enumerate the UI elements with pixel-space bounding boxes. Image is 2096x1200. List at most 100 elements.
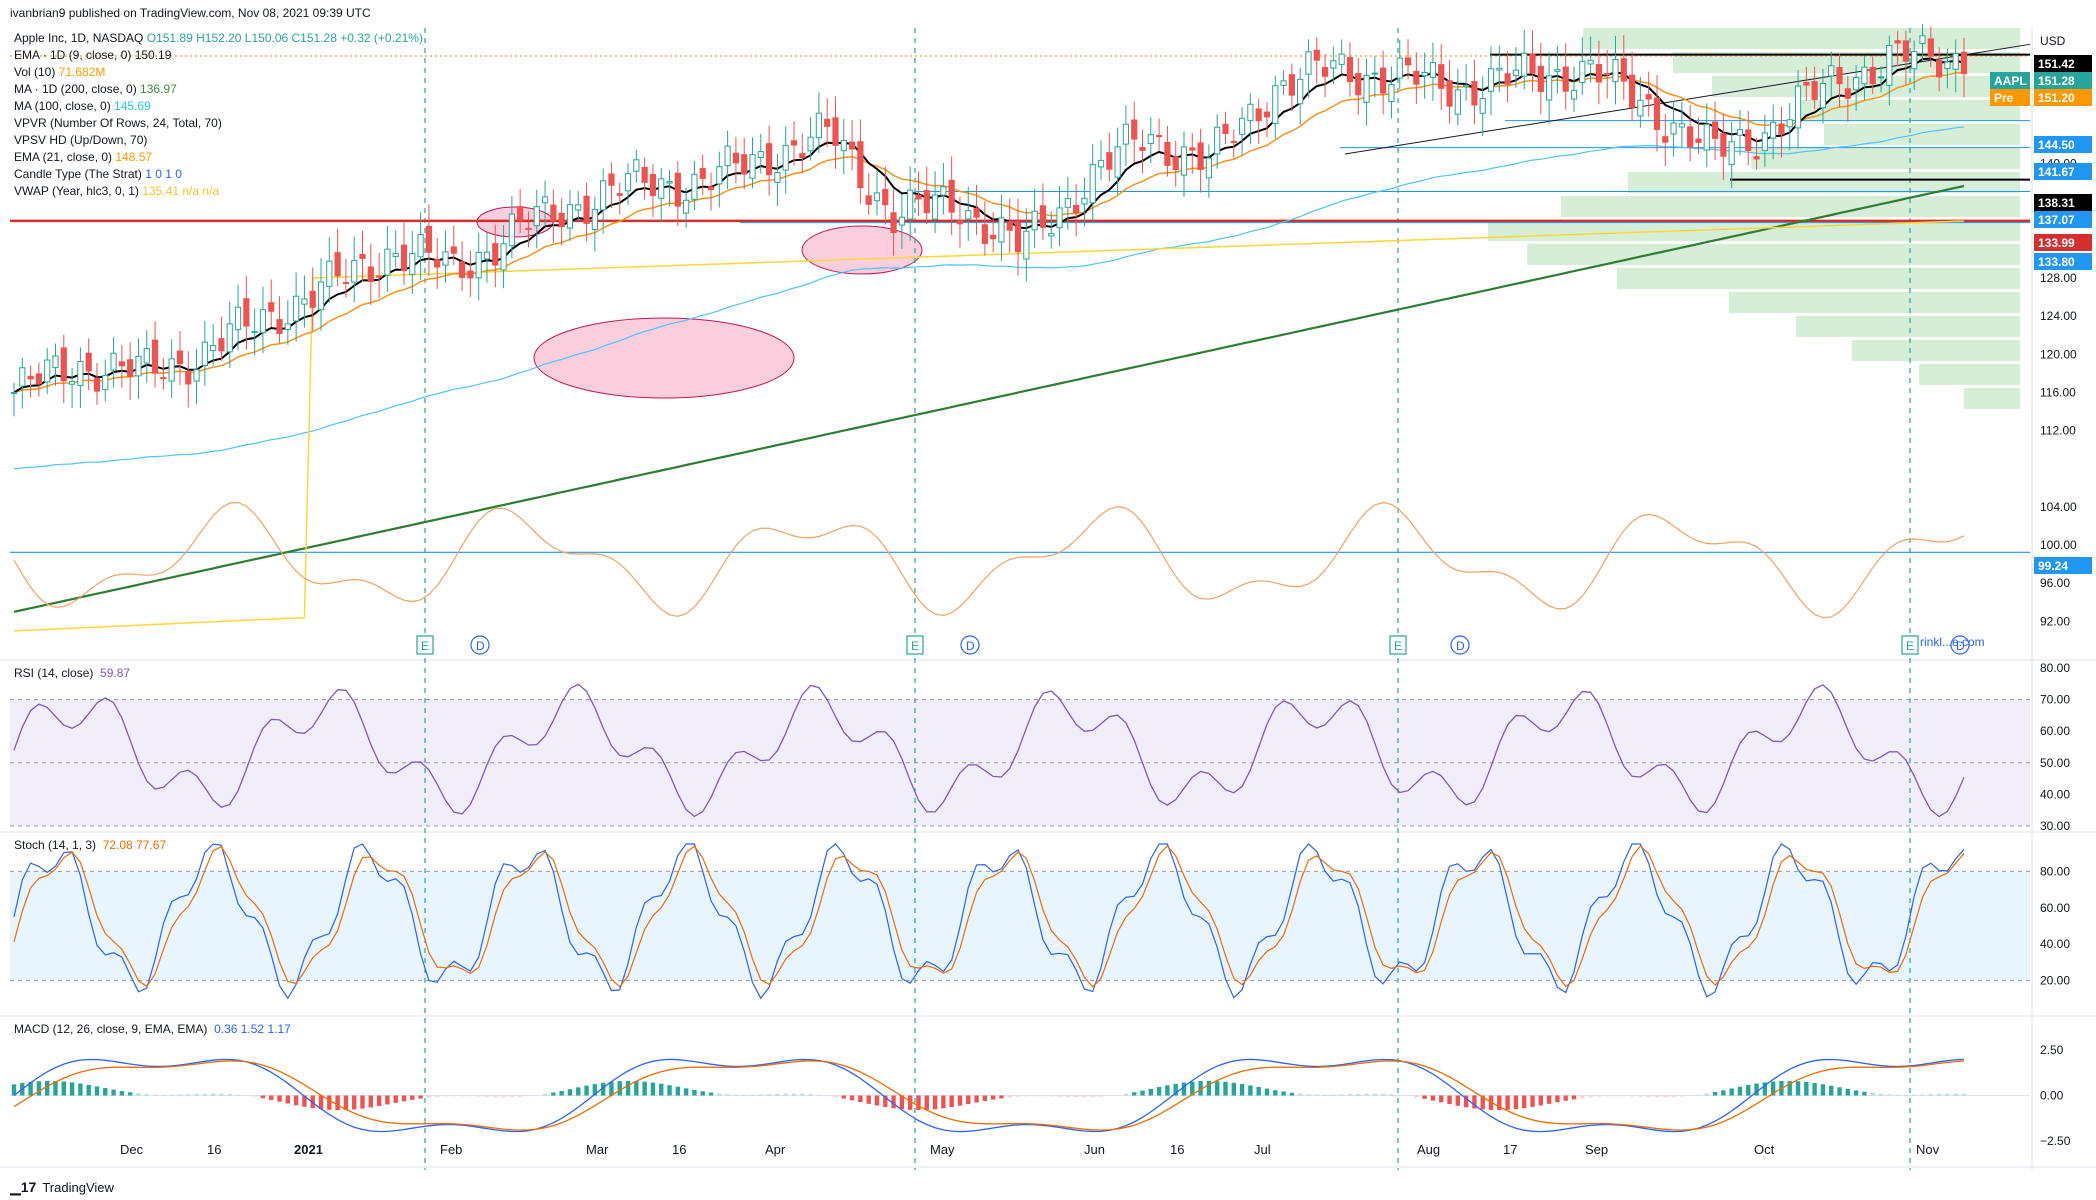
price-tag	[2034, 89, 2092, 106]
macd-histogram-bar	[708, 1092, 714, 1096]
macd-histogram-bar	[476, 1095, 481, 1097]
tradingview-brand[interactable]: ▁17 TradingView	[10, 1179, 114, 1195]
macd-legend: MACD (12, 26, close, 9, EMA, EMA) 0.36 1…	[14, 1022, 291, 1036]
price-tag-label: AAPL	[1994, 74, 2027, 88]
macd-histogram-bar	[1331, 1094, 1336, 1096]
macd-histogram-bar	[683, 1088, 689, 1096]
macd-histogram-bar	[1414, 1095, 1419, 1098]
price-tag-label: 151.20	[2038, 91, 2075, 105]
price-tag-label: 151.42	[2038, 57, 2075, 71]
macd-histogram-bar	[285, 1095, 291, 1104]
candle	[1139, 147, 1146, 151]
candle	[1164, 141, 1171, 166]
candle	[143, 348, 150, 364]
candle	[508, 213, 515, 247]
candle	[1214, 126, 1221, 155]
candle	[10, 391, 18, 394]
macd-histogram-bar	[1380, 1093, 1386, 1096]
candle	[1587, 59, 1594, 65]
macd-histogram-bar	[169, 1094, 174, 1096]
macd-histogram-bar	[1936, 1093, 1942, 1096]
macd-histogram-bar	[841, 1095, 846, 1099]
volume-profile-row	[1628, 172, 2020, 193]
macd-histogram-bar	[783, 1093, 788, 1096]
stoch-legend: Stoch (14, 1, 3) 72.08 77.67	[14, 838, 167, 852]
earnings-marker-label: E	[421, 639, 429, 653]
macd-histogram-bar	[1156, 1087, 1162, 1096]
macd-histogram-bar	[883, 1095, 888, 1108]
time-tick: Feb	[440, 1142, 462, 1157]
macd-histogram-bar	[1132, 1092, 1137, 1096]
macd-histogram-bar	[493, 1095, 498, 1098]
candle	[890, 212, 897, 234]
dividend-marker	[470, 635, 490, 655]
candle	[317, 281, 325, 311]
macd-histogram-bar	[659, 1083, 664, 1096]
candle	[1645, 94, 1652, 100]
price-tag	[2034, 253, 2092, 270]
candle	[1919, 35, 1926, 44]
candle	[1811, 81, 1818, 101]
candle	[475, 252, 482, 279]
candle	[608, 173, 615, 186]
candle	[832, 117, 839, 146]
macd-histogram-bar	[1845, 1088, 1851, 1096]
macd-histogram-bar	[418, 1095, 423, 1099]
macd-histogram-bar	[1961, 1093, 1967, 1096]
macd-histogram-bar	[584, 1085, 589, 1096]
candles	[10, 24, 1968, 417]
macd-histogram-bar	[318, 1095, 324, 1110]
candle	[1546, 75, 1553, 101]
candle	[85, 352, 92, 372]
macd-histogram-bar	[352, 1095, 357, 1110]
macd-histogram-bar	[1613, 1095, 1618, 1097]
macd-histogram-bar	[1190, 1081, 1195, 1096]
candle	[541, 196, 549, 204]
candle	[583, 195, 590, 224]
macd-histogram-bar	[1123, 1093, 1129, 1096]
macd-histogram-bar	[202, 1093, 208, 1096]
candle	[218, 338, 225, 352]
candle	[1189, 147, 1196, 151]
rsi-tick: 60.00	[2040, 724, 2070, 738]
macd-histogram-bar	[1098, 1095, 1104, 1097]
candle	[268, 302, 275, 312]
candle	[1288, 74, 1295, 96]
candle	[1089, 163, 1096, 204]
volume-profile-row	[1527, 244, 2020, 265]
macd-histogram-bar	[1513, 1095, 1519, 1110]
macd-histogram-bar	[111, 1089, 116, 1096]
time-tick: Dec	[120, 1142, 144, 1157]
macd-histogram-bar	[1928, 1094, 1934, 1096]
candle	[1238, 117, 1246, 135]
macd-histogram-bar	[1746, 1085, 1751, 1096]
earnings-marker-label: E	[1906, 639, 1914, 653]
macd-histogram-bar	[1339, 1094, 1344, 1096]
macd-histogram-bar	[1596, 1095, 1602, 1097]
earnings-marker	[1389, 635, 1407, 655]
legend-label: Candle Type (The Strat)	[14, 167, 146, 181]
candle	[276, 319, 283, 334]
ema21-line	[13, 72, 1964, 394]
candle	[600, 180, 607, 211]
candle	[1761, 132, 1768, 151]
macd-tick: 2.50	[2040, 1043, 2064, 1057]
ema9-line	[13, 57, 1965, 394]
candle	[160, 377, 167, 380]
macd-histogram-bar	[293, 1095, 299, 1106]
candle	[981, 224, 988, 244]
macd-histogram-bar	[592, 1084, 598, 1096]
volume-profile-row	[1751, 148, 2020, 169]
candle	[442, 251, 449, 266]
price-tag-label: 137.07	[2038, 213, 2075, 227]
highlight-ellipse	[801, 225, 923, 275]
rsi-legend: RSI (14, close) 59.87	[14, 666, 131, 680]
macd-histogram-bar	[1049, 1095, 1054, 1097]
candle	[1380, 67, 1387, 94]
macd-histogram-bar	[1795, 1081, 1801, 1096]
time-tick: Nov	[1916, 1142, 1940, 1157]
macd-histogram-bar	[833, 1095, 838, 1098]
candle	[658, 178, 665, 199]
candle	[1504, 73, 1511, 85]
